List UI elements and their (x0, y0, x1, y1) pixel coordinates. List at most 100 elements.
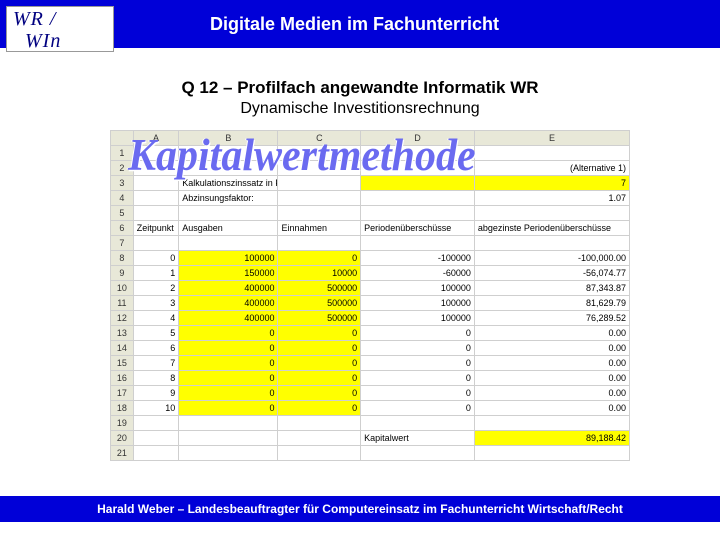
cell-B12: 400000 (179, 311, 278, 326)
table-row: 6ZeitpunktAusgabenEinnahmenPeriodenübers… (111, 221, 630, 236)
cell-B13: 0 (179, 326, 278, 341)
cell-B11: 400000 (179, 296, 278, 311)
cell-D19 (361, 416, 475, 431)
row-number: 7 (111, 236, 134, 251)
row-number: 6 (111, 221, 134, 236)
table-row: 801000000-100000-100,000.00 (111, 251, 630, 266)
cell-C10: 500000 (278, 281, 361, 296)
cell-A9: 1 (133, 266, 178, 281)
cell-E10: 87,343.87 (474, 281, 629, 296)
cell-B3: Kalkulationszinssatz in Prozent: (179, 176, 278, 191)
cell-A6: Zeitpunkt (133, 221, 178, 236)
cell-C19 (278, 416, 361, 431)
heading-block: Q 12 – Profilfach angewandte Informatik … (0, 78, 720, 118)
table-row: 2 (Alternative 1) (111, 161, 630, 176)
cell-D4 (361, 191, 475, 206)
table-row: 20Kapitalwert89,188.42 (111, 431, 630, 446)
top-banner: WR / WIn Digitale Medien im Fachunterric… (0, 0, 720, 48)
cell-E17: 0.00 (474, 386, 629, 401)
row-number: 10 (111, 281, 134, 296)
cell-E4: 1.07 (474, 191, 629, 206)
cell-C11: 500000 (278, 296, 361, 311)
cell-C21 (278, 446, 361, 461)
logo-line2: WIn (13, 30, 61, 52)
row-number: 18 (111, 401, 134, 416)
footer-banner: Harald Weber – Landesbeauftragter für Co… (0, 496, 720, 522)
table-row: 9115000010000-60000-56,074.77 (111, 266, 630, 281)
row-number: 12 (111, 311, 134, 326)
cell-C16: 0 (278, 371, 361, 386)
table-row: 4Abzinsungsfaktor:1.07 (111, 191, 630, 206)
footer-text: Harald Weber – Landesbeauftragter für Co… (97, 502, 623, 516)
table-row: 5 (111, 206, 630, 221)
cell-C12: 500000 (278, 311, 361, 326)
cell-A8: 0 (133, 251, 178, 266)
cell-C14: 0 (278, 341, 361, 356)
cell-A4 (133, 191, 178, 206)
row-number: 19 (111, 416, 134, 431)
row-number: 9 (111, 266, 134, 281)
cell-D20: Kapitalwert (361, 431, 475, 446)
cell-C13: 0 (278, 326, 361, 341)
row-number: 14 (111, 341, 134, 356)
top-title: Digitale Medien im Fachunterricht (210, 14, 499, 35)
cell-E6: abgezinste Periodenüberschüsse (474, 221, 629, 236)
cell-E2: (Alternative 1) (474, 161, 629, 176)
table-row: 1460000.00 (111, 341, 630, 356)
cell-D3 (361, 176, 475, 191)
cell-C20 (278, 431, 361, 446)
cell-C3 (278, 176, 361, 191)
slide-page: WR / WIn Digitale Medien im Fachunterric… (0, 0, 720, 540)
cell-E7 (474, 236, 629, 251)
table-row: 1790000.00 (111, 386, 630, 401)
cell-C4 (278, 191, 361, 206)
cell-D12: 100000 (361, 311, 475, 326)
cell-E15: 0.00 (474, 356, 629, 371)
cell-E18: 0.00 (474, 401, 629, 416)
cell-A10: 2 (133, 281, 178, 296)
cell-B17: 0 (179, 386, 278, 401)
cell-A14: 6 (133, 341, 178, 356)
cell-A12: 4 (133, 311, 178, 326)
column-header-B: B (179, 131, 278, 146)
row-number: 20 (111, 431, 134, 446)
logo-line1: WR / (13, 8, 56, 30)
cell-E8: -100,000.00 (474, 251, 629, 266)
row-number: 13 (111, 326, 134, 341)
column-header-C: C (278, 131, 361, 146)
cell-B7 (179, 236, 278, 251)
cell-B9: 150000 (179, 266, 278, 281)
cell-D15: 0 (361, 356, 475, 371)
cell-B4: Abzinsungsfaktor: (179, 191, 278, 206)
table-row: 18100000.00 (111, 401, 630, 416)
cell-B19 (179, 416, 278, 431)
row-number: 2 (111, 161, 134, 176)
cell-A13: 5 (133, 326, 178, 341)
row-number: 1 (111, 146, 134, 161)
cell-A16: 8 (133, 371, 178, 386)
table-row: 1570000.00 (111, 356, 630, 371)
column-header-row: ABCDE (111, 131, 630, 146)
cell-C2 (278, 161, 361, 176)
cell-B1 (179, 146, 278, 161)
spreadsheet-screenshot: ABCDE 12(Alternative 1)3Kalkulationszins… (110, 130, 630, 461)
cell-E5 (474, 206, 629, 221)
cell-B18: 0 (179, 401, 278, 416)
cell-D5 (361, 206, 475, 221)
cell-C5 (278, 206, 361, 221)
cell-D14: 0 (361, 341, 475, 356)
cell-A15: 7 (133, 356, 178, 371)
cell-D10: 100000 (361, 281, 475, 296)
cell-A3 (133, 176, 178, 191)
cell-C8: 0 (278, 251, 361, 266)
table-row: 7 (111, 236, 630, 251)
cell-C9: 10000 (278, 266, 361, 281)
cell-A17: 9 (133, 386, 178, 401)
column-header-E: E (474, 131, 629, 146)
cell-A5 (133, 206, 178, 221)
cell-B14: 0 (179, 341, 278, 356)
table-row: 1350000.00 (111, 326, 630, 341)
cell-E21 (474, 446, 629, 461)
cell-E19 (474, 416, 629, 431)
corner-cell (111, 131, 134, 146)
